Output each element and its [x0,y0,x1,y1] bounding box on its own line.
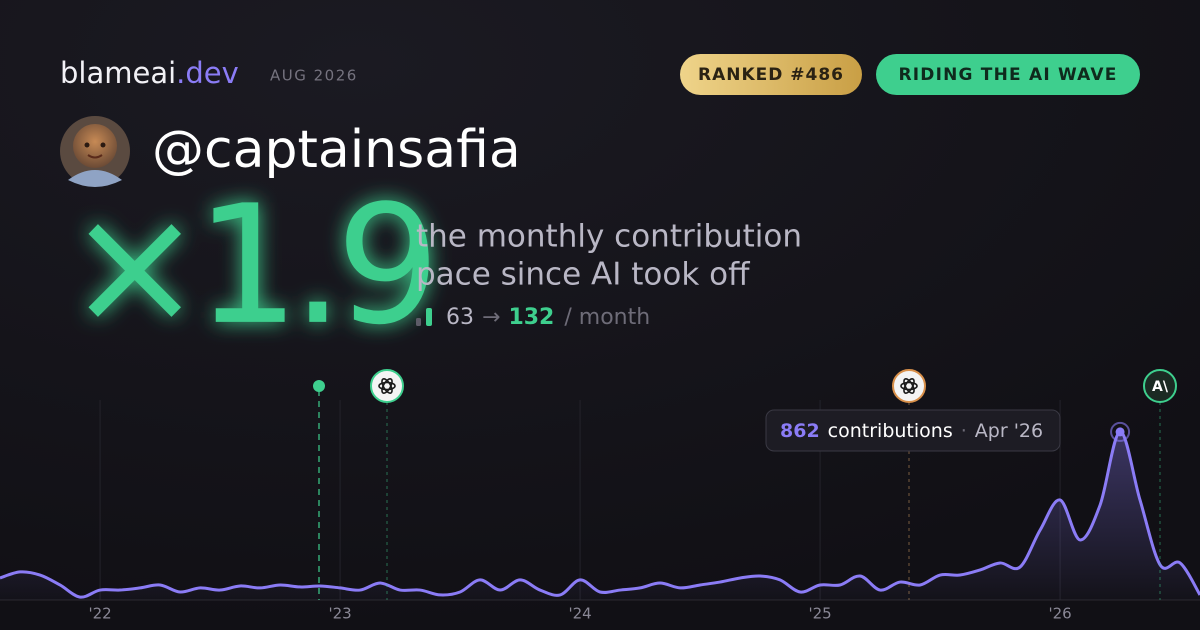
line [0,430,1200,599]
brand-name: blameai [60,56,176,90]
wave-badge [876,54,1140,95]
stats: 63 → 132 / month [446,305,650,330]
stat-unit: / month [564,305,650,330]
stats-icon [416,308,432,326]
event-label: A\ [1152,379,1169,395]
brand: blameai.dev [60,56,239,90]
stat-arrow: → [482,305,500,330]
x-tick-label: '26 [1048,605,1071,623]
date: AUG 2026 [270,67,358,85]
rank-badge [680,54,862,95]
tooltip: 862 contributions · Apr '26 [765,409,1061,452]
avatar [60,116,130,187]
events: A\ [313,369,1177,600]
multiplier: ×1.9 [66,170,432,361]
tooltip-date: Apr '26 [975,420,1043,442]
headline-line1: the monthly contribution [416,219,802,255]
tooltip-separator: · [961,420,967,442]
area [0,431,1200,600]
x-tick-label: '25 [808,605,831,623]
brand-tld: .dev [176,56,239,90]
stat-after: 132 [508,305,554,330]
chart [0,400,1200,601]
x-tick-label: '23 [328,605,351,623]
tooltip-unit: contributions [828,420,953,442]
x-tick-label: '24 [568,605,591,623]
tooltip-value: 862 [780,420,820,442]
rank-badge-text: RANKED #486 [698,65,844,85]
wave-badge-text: RIDING THE AI WAVE [898,65,1117,85]
x-tick-label: '22 [88,605,111,623]
headline-line2: pace since AI took off [416,257,750,293]
peak-point [1115,427,1125,437]
handle: @captainsafia [152,120,521,180]
stat-before: 63 [446,305,474,330]
tooltip-text: 862 contributions · Apr '26 [780,420,1043,442]
peak-halo [1110,421,1131,442]
